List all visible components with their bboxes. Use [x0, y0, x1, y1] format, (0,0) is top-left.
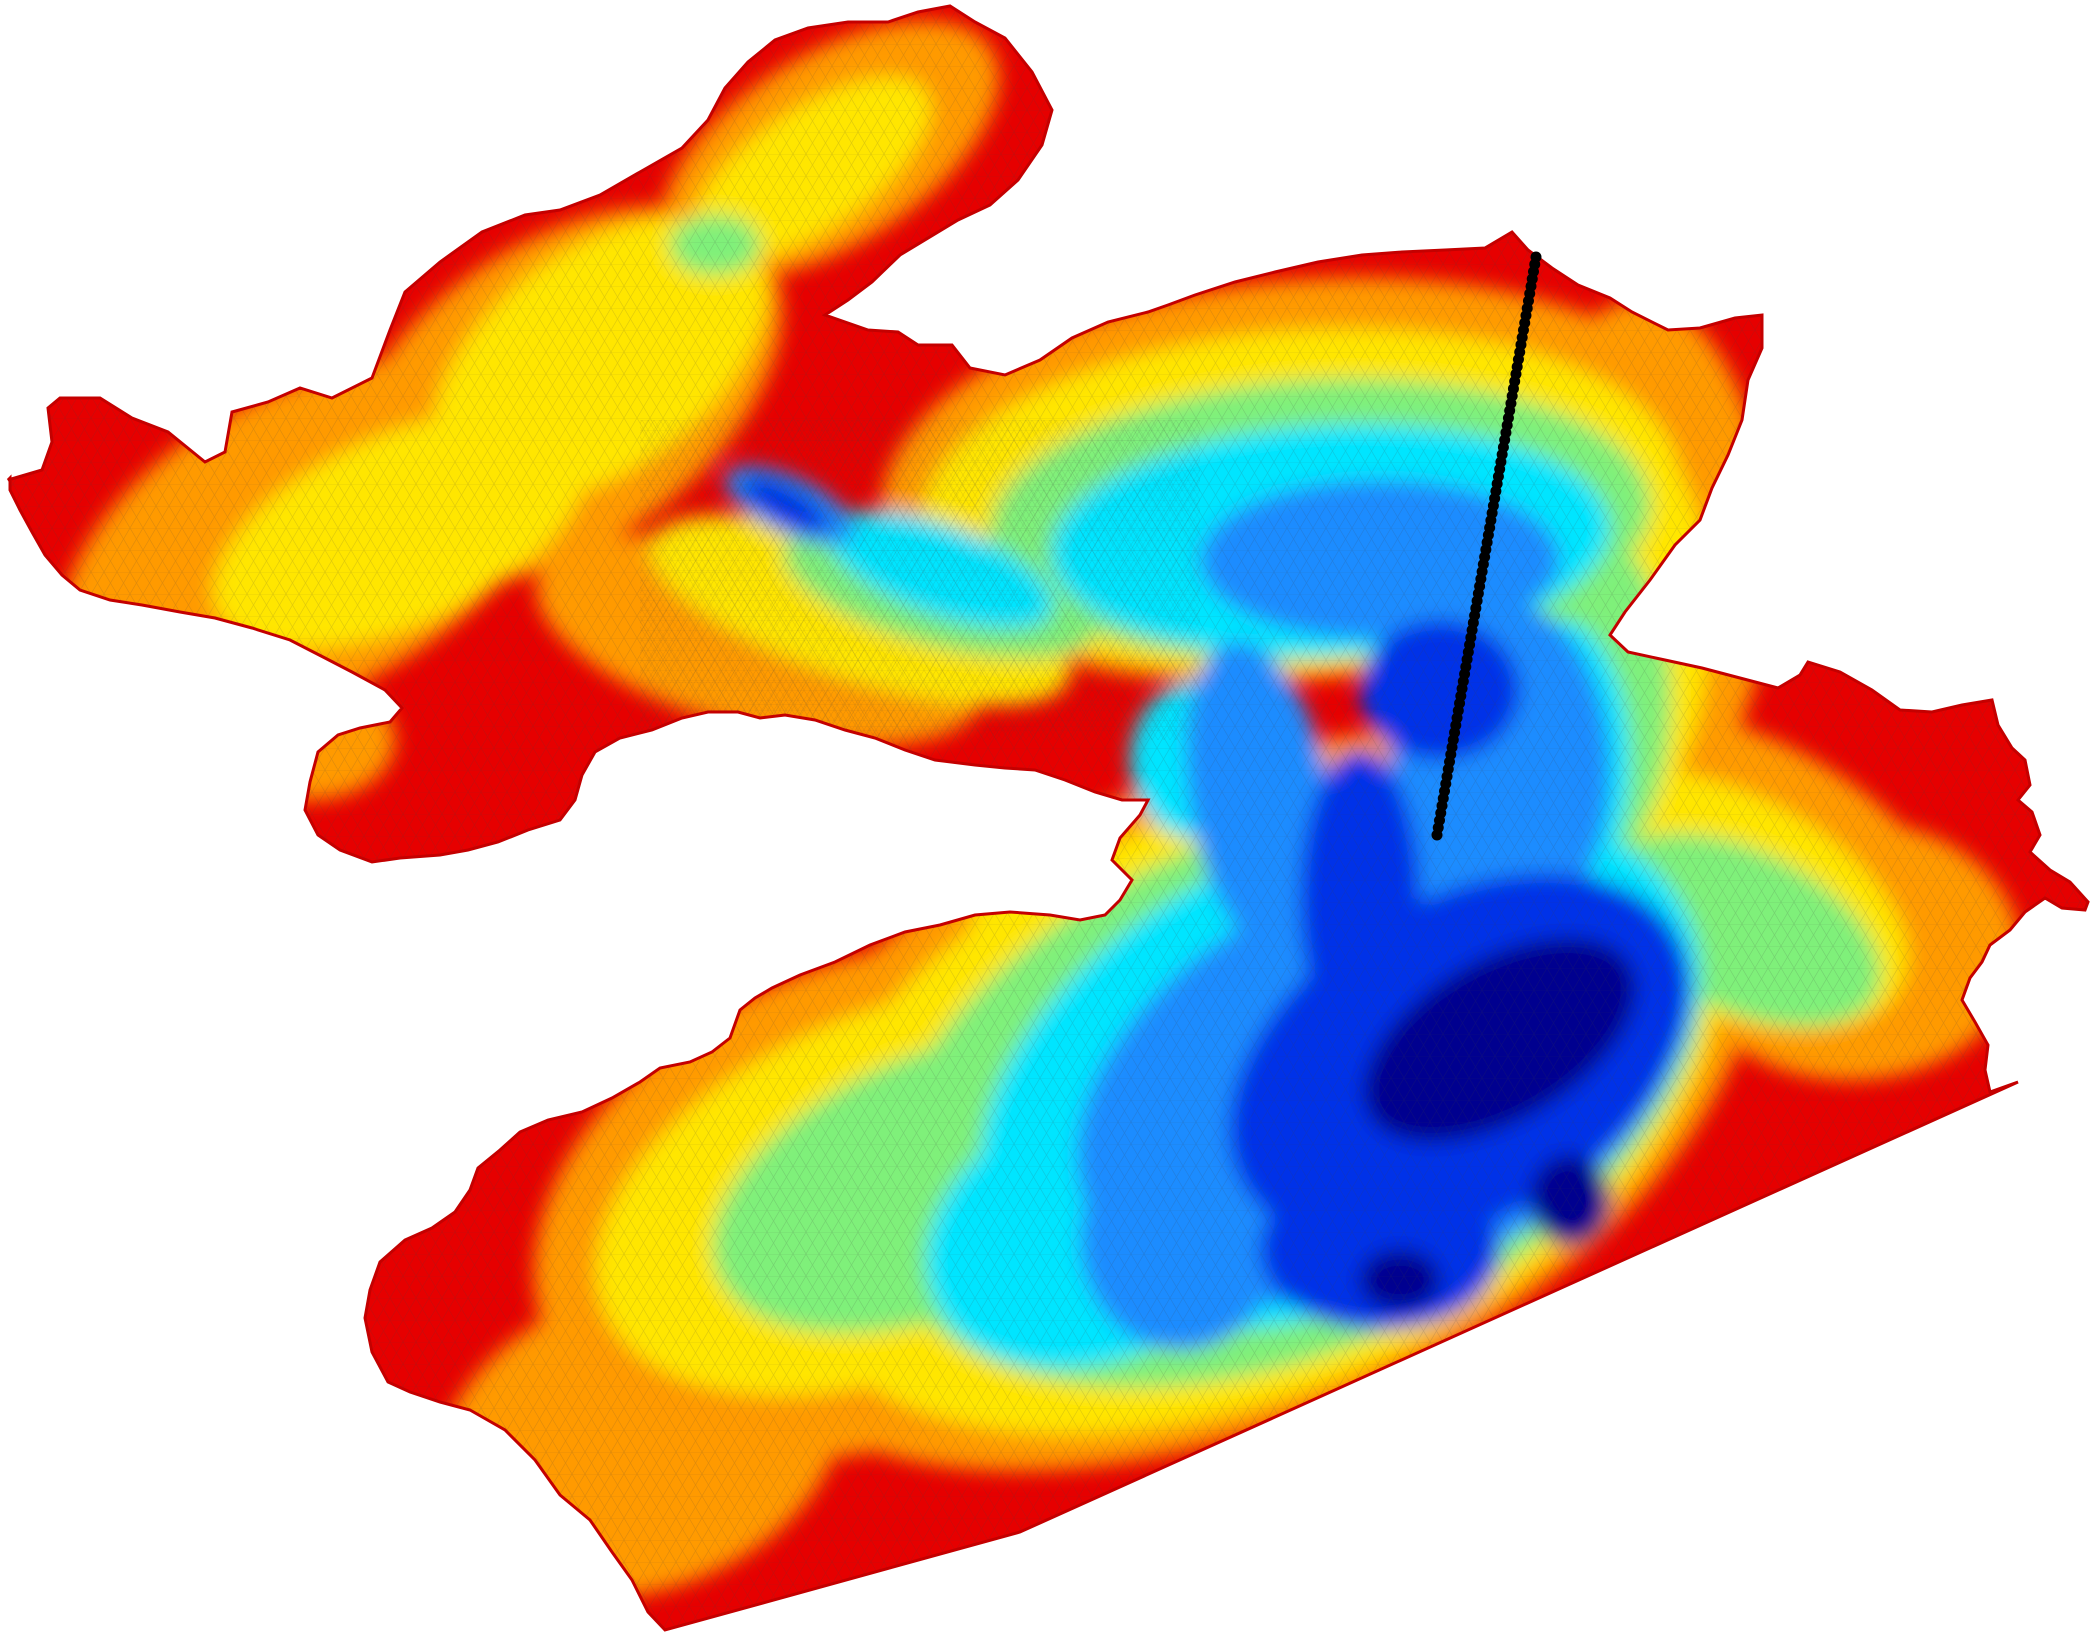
transect-line — [1431, 251, 1542, 841]
transect-point — [1431, 829, 1443, 841]
mesh-overlay-fine — [640, 420, 1200, 740]
